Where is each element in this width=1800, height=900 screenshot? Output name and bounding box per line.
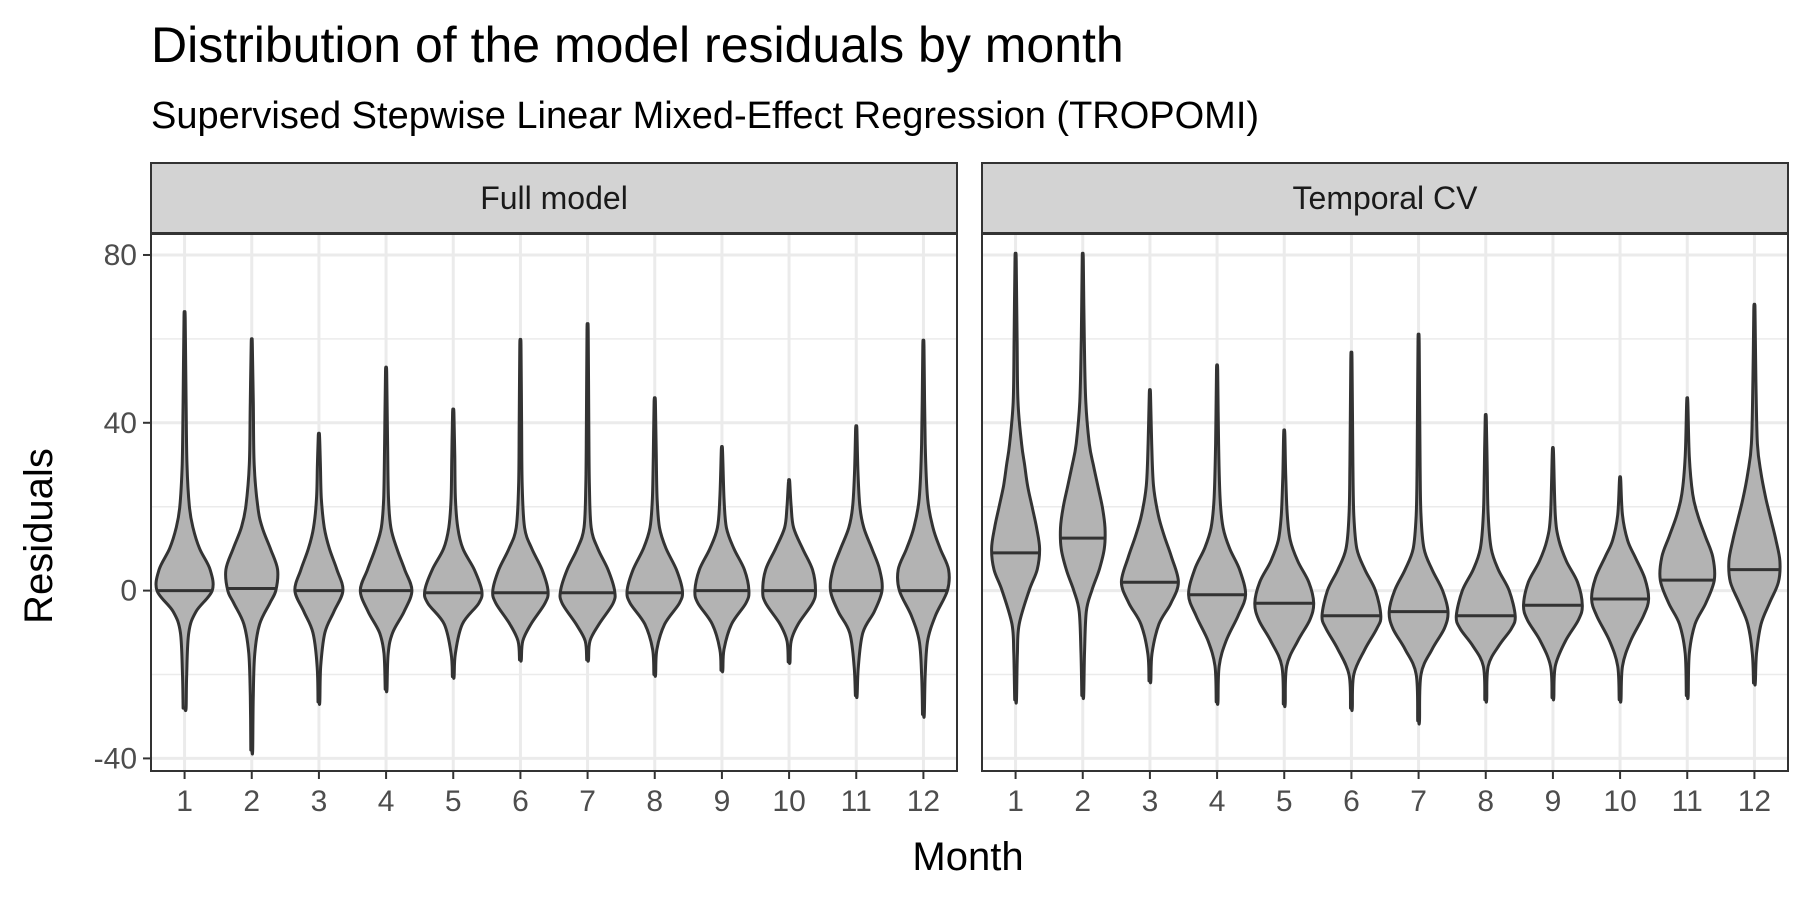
violin-month-3 bbox=[1119, 388, 1180, 685]
x-tick-label: 3 bbox=[1142, 785, 1159, 818]
violin-month-7 bbox=[558, 322, 617, 663]
violin-month-11 bbox=[828, 424, 884, 700]
x-tick-label: 12 bbox=[907, 785, 940, 818]
y-tick-label: 40 bbox=[104, 407, 137, 440]
plot-background bbox=[151, 234, 957, 771]
x-tick-label: 4 bbox=[378, 785, 395, 818]
x-tick-label: 5 bbox=[1276, 785, 1293, 818]
violin-month-3 bbox=[293, 431, 345, 706]
chart-title: Distribution of the model residuals by m… bbox=[151, 17, 1124, 73]
panel-border bbox=[981, 233, 1789, 772]
violin-month-10 bbox=[761, 478, 817, 665]
violin-month-9 bbox=[1521, 446, 1584, 702]
chart-subtitle: Supervised Stepwise Linear Mixed-Effect … bbox=[151, 95, 1259, 137]
violin-month-2 bbox=[1058, 251, 1107, 701]
violin-month-10 bbox=[1590, 475, 1651, 704]
x-tick-label: 7 bbox=[1410, 785, 1427, 818]
x-tick-label: 7 bbox=[579, 785, 596, 818]
x-tick-label: 6 bbox=[1343, 785, 1360, 818]
x-tick-label: 10 bbox=[772, 785, 805, 818]
panel-2: Temporal CV1 2 3 4 5 6 7 8 9 10 11 12 bbox=[981, 162, 1789, 818]
violin-month-2 bbox=[224, 337, 280, 756]
facet-strip bbox=[981, 162, 1789, 234]
x-tick-label: 8 bbox=[646, 785, 663, 818]
y-tick-label: -40 bbox=[94, 742, 137, 775]
violin-month-8 bbox=[625, 396, 685, 678]
facet-strip-label: Full model bbox=[480, 180, 628, 216]
violin-month-9 bbox=[693, 445, 751, 674]
violin-month-12 bbox=[1727, 302, 1782, 687]
violin-month-8 bbox=[1454, 413, 1517, 704]
x-tick-label: 5 bbox=[445, 785, 462, 818]
panel-border bbox=[150, 233, 958, 772]
x-tick-label: 1 bbox=[1007, 785, 1024, 818]
violin-month-1 bbox=[990, 251, 1042, 705]
facet-strip-label: Temporal CV bbox=[1293, 180, 1479, 216]
y-tick-label: 80 bbox=[104, 239, 137, 272]
x-tick-label: 10 bbox=[1603, 785, 1636, 818]
x-tick-label: 6 bbox=[512, 785, 529, 818]
plot-background bbox=[982, 234, 1788, 771]
violin-month-11 bbox=[1658, 396, 1717, 701]
x-tick-label: 2 bbox=[243, 785, 260, 818]
violin-month-6 bbox=[491, 337, 550, 663]
x-tick-label: 12 bbox=[1738, 785, 1771, 818]
x-tick-label: 11 bbox=[841, 785, 872, 818]
facet-strip bbox=[150, 162, 958, 234]
violin-month-5 bbox=[422, 407, 484, 680]
x-tick-label: 1 bbox=[176, 785, 193, 818]
violin-month-4 bbox=[1187, 363, 1248, 706]
violin-month-4 bbox=[358, 365, 414, 694]
x-tick-label: 8 bbox=[1477, 785, 1494, 818]
x-axis-title: Month bbox=[912, 835, 1023, 879]
y-axis: -40 0 40 80 bbox=[94, 239, 151, 775]
y-tick-label: 0 bbox=[120, 575, 137, 608]
x-tick-label: 9 bbox=[1545, 785, 1562, 818]
x-tick-label: 11 bbox=[1672, 785, 1703, 818]
x-tick-label: 9 bbox=[714, 785, 731, 818]
x-tick-label: 3 bbox=[311, 785, 328, 818]
violin-month-12 bbox=[895, 338, 951, 719]
x-tick-label: 2 bbox=[1074, 785, 1091, 818]
x-tick-label: 4 bbox=[1209, 785, 1226, 818]
violin-month-6 bbox=[1320, 350, 1383, 713]
violin-month-1 bbox=[154, 310, 215, 713]
y-axis-title: Residuals bbox=[17, 448, 61, 624]
violin-month-5 bbox=[1253, 428, 1316, 709]
